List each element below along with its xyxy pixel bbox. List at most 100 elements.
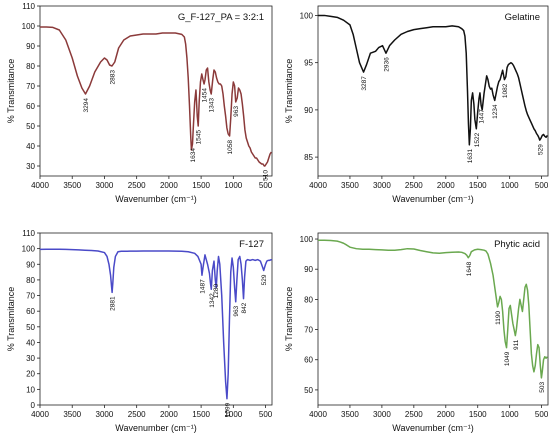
y-axis-label: % Transmitance <box>6 287 16 352</box>
y-tick-label: 10 <box>26 385 35 394</box>
x-tick-label: 2500 <box>405 410 423 419</box>
peak-label: 1082 <box>502 83 509 98</box>
chart-title: Gelatine <box>505 12 540 23</box>
peak-label: 1190 <box>495 311 502 325</box>
x-tick-label: 4000 <box>31 181 49 190</box>
plot-frame <box>39 5 273 177</box>
x-tick-label: 500 <box>259 410 273 419</box>
y-tick-label: 85 <box>304 153 313 162</box>
x-tick-label: 1000 <box>501 410 519 419</box>
peak-label: 3287 <box>361 76 368 91</box>
peak-label: 1343 <box>209 98 216 113</box>
spectrum-line <box>40 26 272 167</box>
plot-frame <box>39 232 273 406</box>
x-axis-label: Wavenumber (cm⁻¹) <box>392 194 473 204</box>
x-tick-label: 3500 <box>63 410 81 419</box>
peak-label: 963 <box>233 106 240 117</box>
x-tick-label: 500 <box>535 410 549 419</box>
spectrum-line <box>39 248 273 400</box>
x-tick-label: 2000 <box>437 410 455 419</box>
spectrum-line <box>318 239 548 379</box>
peak-label: 1648 <box>466 261 473 276</box>
peak-label: 1454 <box>202 88 209 103</box>
peak-label: 1522 <box>474 132 481 147</box>
y-tick-label: 80 <box>26 62 35 71</box>
chart-panel-4: 4000 3500 3000 2500 2000 1500 1000 500 50 60 70 80 9… <box>284 232 549 433</box>
y-tick-label: 30 <box>26 354 35 363</box>
peak-label: 1099 <box>224 402 231 417</box>
peak-label: 2883 <box>109 70 116 85</box>
y-tick-label: 90 <box>26 260 35 269</box>
peak-label: 2881 <box>110 296 117 311</box>
x-tick-label: 3000 <box>96 410 114 419</box>
y-tick-label: 90 <box>304 265 313 274</box>
y-axis-label: % Transmitance <box>284 287 294 352</box>
x-tick-label: 3500 <box>341 410 359 419</box>
y-tick-label: 40 <box>26 338 35 347</box>
y-tick-label: 60 <box>304 356 313 365</box>
x-axis-label: Wavenumber (cm⁻¹) <box>115 423 196 433</box>
plot-frame <box>317 232 549 406</box>
x-tick-label: 4000 <box>309 181 327 190</box>
y-tick-label: 60 <box>26 307 35 316</box>
x-tick-label: 4000 <box>309 410 327 419</box>
x-tick-label: 3500 <box>341 181 359 190</box>
y-tick-label: 60 <box>26 102 35 111</box>
y-tick-label: 100 <box>22 245 36 254</box>
y-tick-label: 50 <box>26 122 35 131</box>
x-tick-label: 3000 <box>373 410 391 419</box>
x-tick-label: 2000 <box>437 181 455 190</box>
peak-label: 842 <box>241 302 248 313</box>
peak-label: 1280 <box>213 284 220 299</box>
chart-title: F-127 <box>239 239 264 250</box>
x-axis-label: Wavenumber (cm⁻¹) <box>392 423 473 433</box>
peak-label: 1487 <box>199 279 206 294</box>
chart-panel-2: 4000 3500 3000 2500 2000 1500 1000 500 85 90 95 100… <box>284 5 549 204</box>
y-tick-label: 30 <box>26 162 35 171</box>
peak-label: 911 <box>513 339 520 350</box>
x-axis-label: Wavenumber (cm⁻¹) <box>115 194 196 204</box>
x-tick-label: 2500 <box>128 410 146 419</box>
x-tick-label: 500 <box>535 181 549 190</box>
x-tick-label: 2500 <box>128 181 146 190</box>
x-tick-label: 4000 <box>31 410 49 419</box>
peak-label: 510 <box>262 170 269 181</box>
y-tick-label: 40 <box>26 142 35 151</box>
peak-label: 3294 <box>83 98 90 113</box>
y-axis-label: % Transmitance <box>284 59 294 124</box>
peak-label: 529 <box>261 274 268 285</box>
y-tick-label: 0 <box>31 401 36 410</box>
peak-label: 1342 <box>209 293 216 308</box>
y-tick-label: 50 <box>26 323 35 332</box>
x-tick-label: 3000 <box>373 181 391 190</box>
plot-frame <box>317 5 549 177</box>
x-tick-label: 3000 <box>96 181 114 190</box>
chart-panel-1: 4000 3500 3000 2500 2000 1500 1000 500 30 40 50 60 7… <box>6 2 273 204</box>
y-tick-label: 90 <box>26 42 35 51</box>
x-tick-label: 1000 <box>224 181 242 190</box>
y-tick-label: 90 <box>304 106 313 115</box>
x-tick-label: 2000 <box>160 181 178 190</box>
y-tick-label: 110 <box>22 2 35 11</box>
x-tick-label: 2500 <box>405 181 423 190</box>
y-tick-label: 20 <box>26 370 35 379</box>
x-tick-label: 1000 <box>501 181 519 190</box>
x-tick-label: 1000 <box>224 410 242 419</box>
y-tick-label: 70 <box>26 82 35 91</box>
peak-label: 1634 <box>190 148 197 163</box>
y-tick-label: 95 <box>304 59 313 68</box>
y-tick-label: 70 <box>304 326 313 335</box>
y-tick-label: 100 <box>300 11 314 20</box>
chart-title: Phytic acid <box>494 239 540 250</box>
peak-label: 1545 <box>196 130 203 145</box>
y-axis-label: % Transmitance <box>6 59 16 124</box>
x-tick-label: 1500 <box>192 181 210 190</box>
y-tick-label: 100 <box>22 22 36 31</box>
peak-label: 1447 <box>479 109 486 124</box>
peak-label: 1234 <box>492 104 499 119</box>
x-tick-label: 1500 <box>469 181 487 190</box>
y-tick-label: 80 <box>26 276 35 285</box>
peak-label: 1631 <box>467 148 474 163</box>
y-tick-label: 50 <box>304 386 313 395</box>
